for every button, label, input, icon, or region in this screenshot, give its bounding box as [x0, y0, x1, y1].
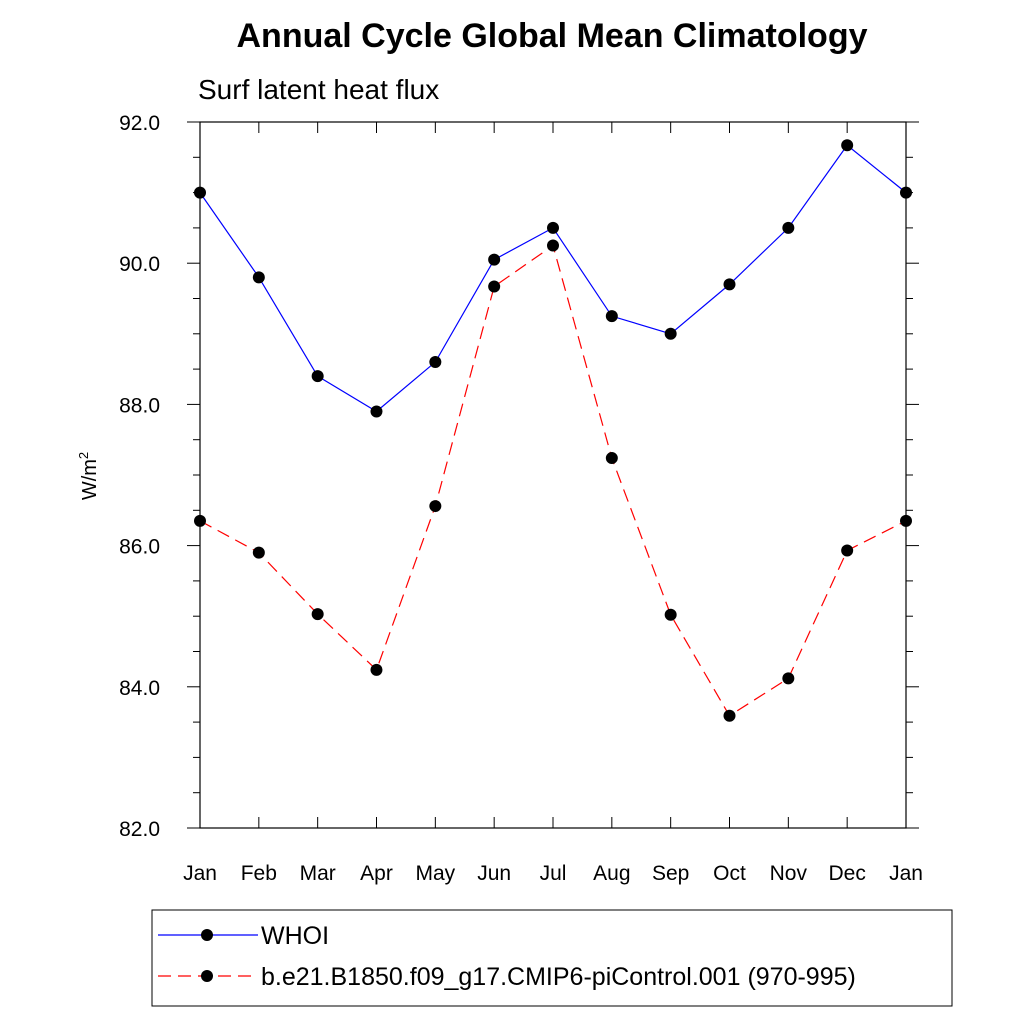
- x-tick-label: Jan: [889, 862, 923, 885]
- series-1-point: [194, 186, 206, 199]
- y-tick-label: 88.0: [119, 394, 160, 417]
- series-2-point: [841, 544, 854, 557]
- legend-entry-1: WHOI: [261, 922, 329, 950]
- x-tick-label: Sep: [652, 862, 689, 885]
- y-axis-label-unit: W/m: [79, 459, 101, 500]
- y-tick-label: 86.0: [119, 536, 160, 559]
- x-tick-label: Apr: [360, 862, 393, 885]
- y-tick-label: 90.0: [119, 253, 160, 276]
- series-2-point: [311, 608, 324, 621]
- legend: WHOI b.e21.B1850.f09_g17.CMIP6-piControl.…: [151, 909, 953, 1007]
- series-1-point: [841, 139, 854, 152]
- y-tick-label: 92.0: [119, 112, 160, 135]
- series-1-point: [900, 186, 912, 199]
- x-tick-label: Jan: [183, 862, 217, 885]
- legend-marker-2: [201, 970, 213, 982]
- series-1-point: [664, 327, 677, 340]
- y-tick-label: 82.0: [119, 818, 160, 841]
- legend-marker-1: [201, 929, 213, 941]
- series-1-point: [311, 370, 324, 383]
- series-2-point: [547, 239, 559, 252]
- series-1-point: [488, 253, 501, 266]
- series-line-2: [199, 244, 907, 717]
- x-tick-label: Jul: [540, 862, 567, 885]
- plot-area: Jan Feb Mar Apr May Jun Jul Aug Sep Oct Nov Dec Jan 8…: [119, 112, 923, 885]
- series-line-1: [199, 144, 907, 413]
- x-tick-label: Jun: [477, 862, 511, 885]
- series-1-point: [370, 405, 383, 418]
- series-2-point: [900, 514, 912, 527]
- series-1-point: [723, 278, 736, 291]
- x-tick-label: May: [415, 862, 455, 885]
- x-tick-label: Dec: [828, 862, 865, 885]
- series-2-point: [252, 546, 265, 559]
- x-tick-label: Oct: [713, 862, 746, 885]
- legend-box: [151, 909, 953, 1007]
- y-axis-label: W/m2: [76, 452, 101, 500]
- series-1-point: [782, 221, 795, 234]
- chart-subtitle: Surf latent heat flux: [198, 74, 439, 105]
- series-2-point: [194, 514, 206, 527]
- x-tick-label: Aug: [593, 862, 630, 885]
- series-1-point: [547, 221, 559, 234]
- y-axis-label-superscript: 2: [76, 452, 91, 459]
- series-2-point: [723, 709, 736, 722]
- series-1-point: [252, 271, 265, 284]
- y-tick-label: 84.0: [119, 677, 160, 700]
- x-tick-label: Feb: [241, 862, 277, 885]
- x-tick-label: Nov: [770, 862, 808, 885]
- series-2-point: [370, 663, 383, 676]
- x-tick-label: Mar: [300, 862, 336, 885]
- series-2-point: [605, 452, 618, 465]
- series-1-point: [429, 356, 442, 369]
- series-2-point: [429, 500, 442, 513]
- chart-title: Annual Cycle Global Mean Climatology: [237, 17, 868, 55]
- series-1-point: [605, 310, 618, 323]
- series-2-point: [664, 608, 677, 621]
- series-2-point: [488, 280, 501, 293]
- series-2-point: [782, 672, 795, 685]
- legend-entry-2: b.e21.B1850.f09_g17.CMIP6-piControl.001 …: [261, 963, 856, 991]
